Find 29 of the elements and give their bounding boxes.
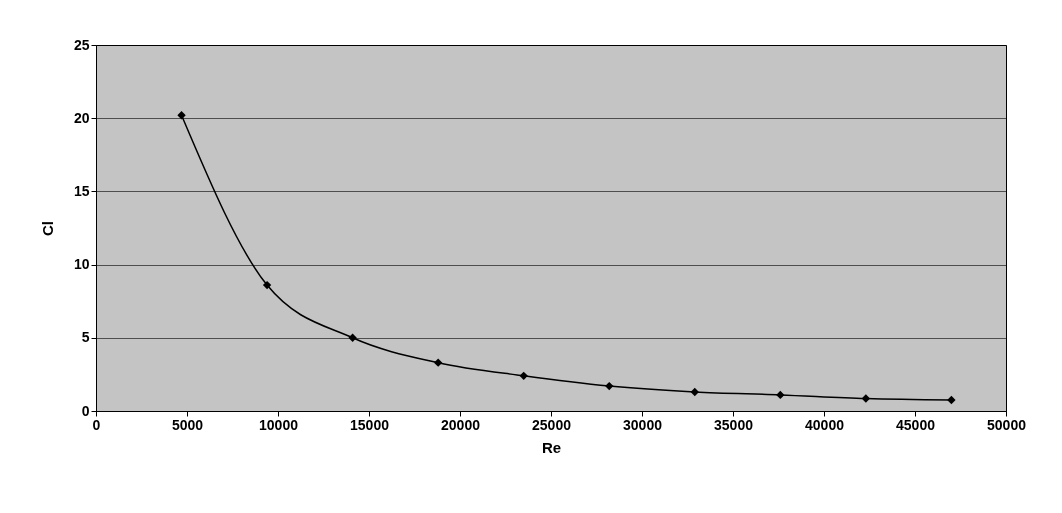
point	[177, 111, 186, 120]
y-axis-title: Cl	[38, 221, 56, 236]
y-tick-label: 0	[81, 402, 90, 419]
x-tick-label: 35000	[714, 416, 754, 433]
x-tick-label: 50000	[987, 416, 1027, 433]
point	[262, 280, 272, 290]
point	[690, 387, 699, 397]
x-axis-title: Re	[541, 438, 562, 456]
x-tick-label: 15000	[350, 416, 390, 433]
x-tick-label: 20000	[441, 416, 481, 433]
point	[433, 358, 443, 367]
point	[348, 333, 357, 342]
y-tick-label: 25	[73, 36, 90, 53]
point	[947, 395, 956, 405]
x-tick-label: 5000	[171, 416, 204, 433]
x-tick-label: 45000	[896, 416, 936, 433]
x-tick-label: 25000	[532, 416, 572, 433]
point	[776, 390, 785, 400]
x-tick-label: 0	[92, 416, 101, 433]
x-tick-label: 40000	[805, 416, 845, 433]
x-tick-label: 30000	[623, 416, 663, 433]
y-tick-label: 20	[73, 109, 90, 126]
y-tick-label: 15	[73, 182, 90, 199]
x-tick-label: 10000	[259, 416, 299, 433]
y-tick-label: 5	[81, 329, 90, 346]
point	[861, 394, 871, 403]
y-tick-label: 10	[73, 256, 90, 273]
point	[519, 371, 528, 381]
point	[605, 381, 614, 391]
